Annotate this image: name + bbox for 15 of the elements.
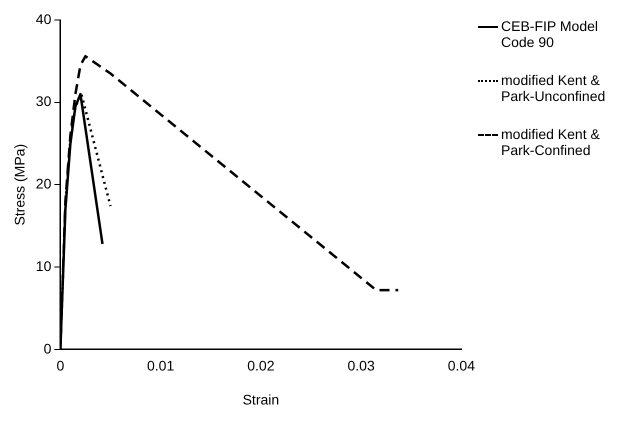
y-axis-title: Stress (MPa) xyxy=(11,144,28,226)
y-tick-label: 30 xyxy=(36,93,52,110)
y-tick-label: 20 xyxy=(36,176,52,192)
x-tick-label: 0.02 xyxy=(247,358,275,374)
legend-label: modified Kent & Park-Unconfined xyxy=(501,72,606,104)
y-tick-label: 40 xyxy=(36,10,52,27)
x-axis-title: Strain xyxy=(242,391,280,408)
x-tick-label: 0.03 xyxy=(348,358,375,374)
legend-label: CEB-FIP Model Code 90 xyxy=(501,18,599,50)
legend-label: modified Kent & Park-Confined xyxy=(501,126,601,158)
x-tick-label: 0.01 xyxy=(147,358,174,374)
x-tick-label: 0.04 xyxy=(448,358,476,374)
y-tick-label: 0 xyxy=(44,340,52,356)
y-tick-label: 10 xyxy=(36,258,52,274)
x-tick-label: 0 xyxy=(56,358,64,374)
